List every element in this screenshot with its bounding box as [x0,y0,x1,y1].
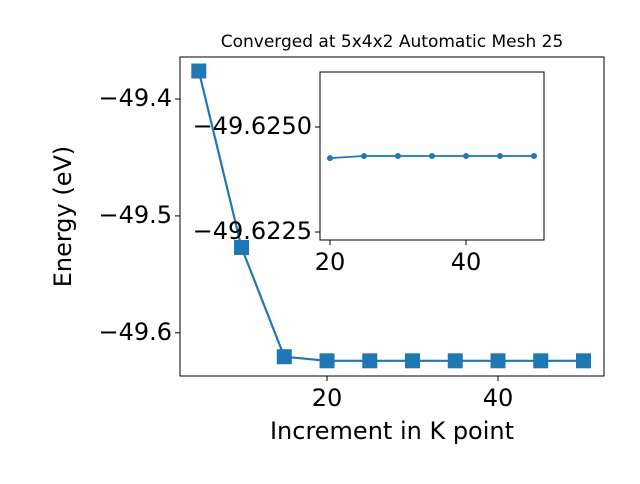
y-tick-label: −49.6250 [193,112,312,140]
x-tick-label: 40 [451,248,482,276]
x-tick-label: 20 [312,384,343,412]
marker [497,153,504,159]
marker [429,153,435,159]
marker [326,155,333,162]
marker [234,239,250,255]
y-axis-label: Energy (eV) [49,146,77,288]
marker [463,153,470,159]
marker [394,153,401,159]
marker [319,353,335,369]
x-tick-label: 20 [315,248,346,276]
marker [531,153,538,159]
marker [362,353,378,369]
marker [191,63,207,79]
x-tick-label: 40 [483,384,514,412]
marker [575,353,591,369]
y-tick-label: −49.6 [98,318,172,346]
marker [405,353,421,369]
marker [490,353,506,369]
x-axis-label: Increment in K point [270,417,514,445]
axes-frame [319,71,545,241]
marker [276,349,292,365]
y-tick-label: −49.5 [98,201,172,229]
y-tick-label: −49.4 [98,84,172,112]
series-line [197,70,584,362]
y-tick-label: −49.6225 [193,217,312,245]
marker [360,153,367,159]
marker [533,353,549,369]
marker [447,353,463,369]
chart-title: Converged at 5x4x2 Automatic Mesh 25 [221,32,564,52]
axes-frame [179,56,605,377]
